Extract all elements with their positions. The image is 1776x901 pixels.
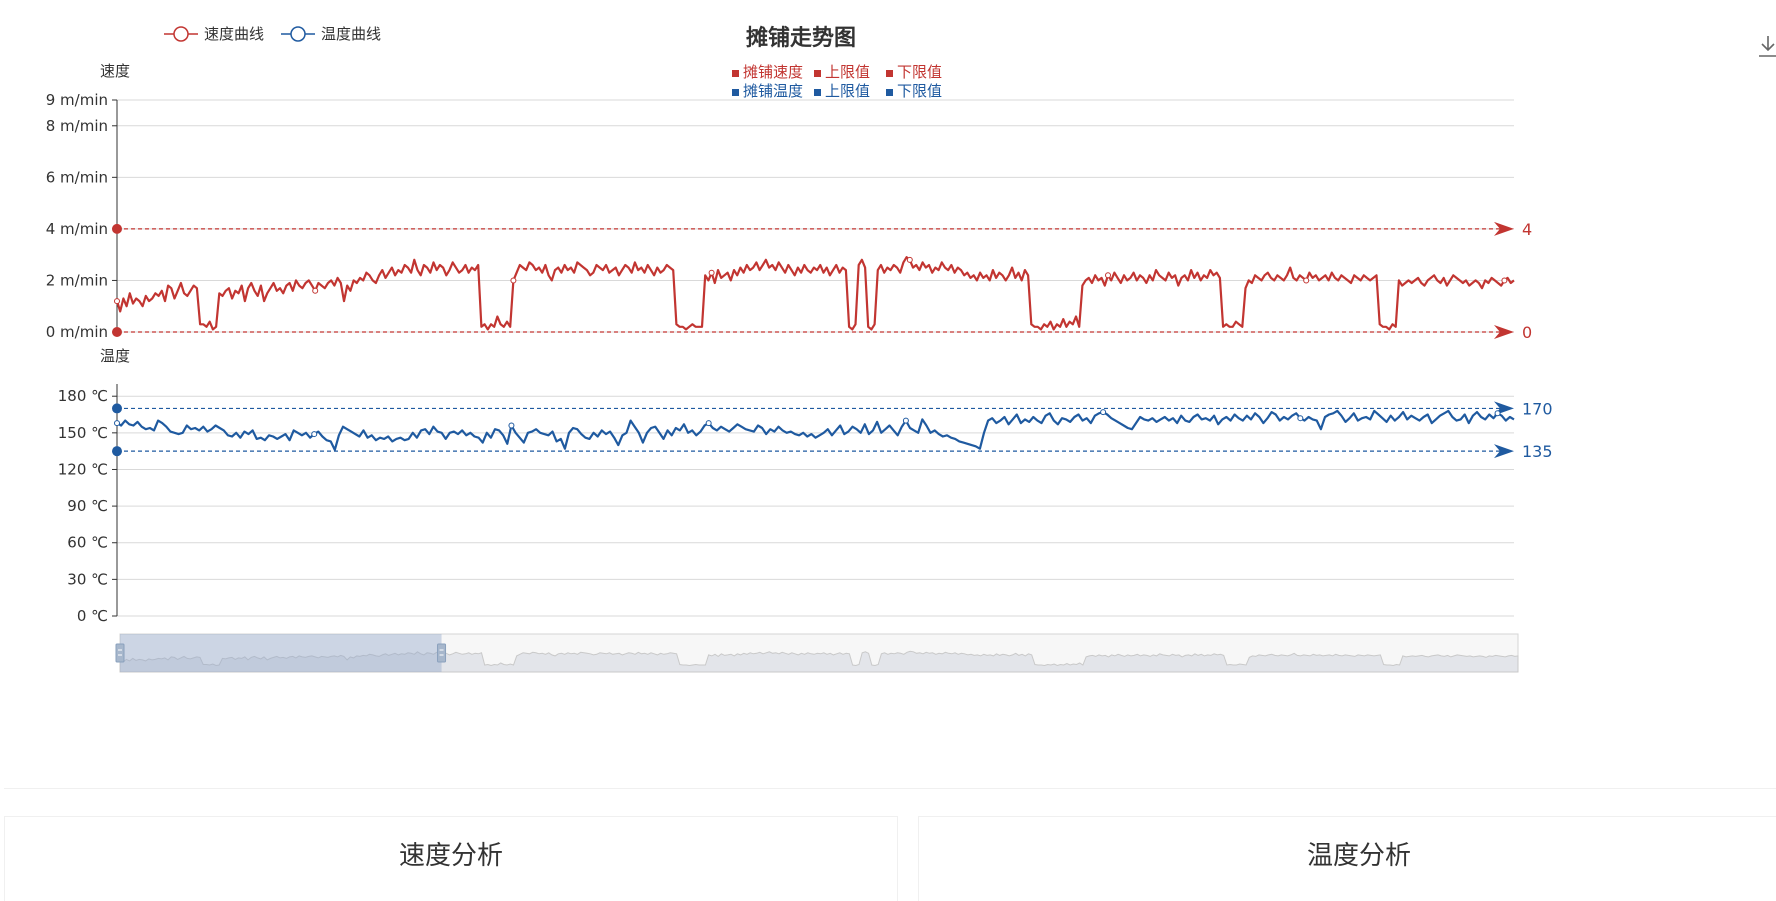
temperature-tick-label-5: 150 ℃: [58, 424, 108, 442]
speed-lower-limit-start-marker: [112, 327, 122, 337]
download-icon: [1759, 36, 1776, 57]
speed-series-point-310: [1105, 272, 1112, 279]
speed-axis-title: 速度: [100, 62, 130, 80]
limit-legend-label-speed-0: 摊铺速度: [743, 63, 803, 81]
temperature-tick-label-2: 60 ℃: [67, 534, 108, 552]
limit-legend-label-temp-1: 上限值: [825, 82, 870, 100]
speed-series-point-0: [114, 298, 120, 305]
limit-legend-marker-temp-1: [814, 89, 821, 96]
temperature-tick-label-0: 0 ℃: [77, 607, 108, 625]
limit-legend-label-temp-2: 下限值: [897, 82, 942, 100]
limit-legend-marker-temp-2: [886, 89, 893, 96]
temperature-series-point-0: [114, 420, 120, 427]
datazoom-preview: [119, 650, 1519, 673]
datazoom-handle-0[interactable]: [115, 643, 125, 663]
legend-marker-1: [290, 26, 306, 42]
speed-series-point-434: [1501, 277, 1508, 284]
temperature-series-line: [116, 409, 1515, 451]
temperature-series-point-96: [508, 422, 515, 429]
speed-series-point-124: [510, 277, 517, 284]
temperature-tick-label-3: 90 ℃: [67, 497, 108, 515]
speed-lower-limit-label: 0: [1522, 323, 1532, 342]
temperature-axis-title: 温度: [100, 347, 130, 365]
speed-upper-limit-label: 4: [1522, 220, 1532, 239]
speed-tick-label-5: 9 m/min: [46, 91, 108, 109]
temperature-lower-limit-label: 135: [1522, 442, 1553, 461]
limit-legend-label-speed-1: 上限值: [825, 63, 870, 81]
speed-tick-label-2: 4 m/min: [46, 220, 108, 238]
limit-legend-marker-speed-1: [814, 70, 821, 77]
speed-series-point-372: [1303, 277, 1310, 284]
datazoom-selection: [120, 634, 442, 672]
temperature-upper-limit-label: 170: [1522, 399, 1553, 418]
speed-tick-label-0: 0 m/min: [46, 323, 108, 341]
speed-tick-label-4: 8 m/min: [46, 117, 108, 135]
speed-upper-limit-start-marker: [112, 223, 122, 234]
speed-analysis-title: 速度分析: [398, 841, 503, 871]
temperature-lower-limit-arrow: [1494, 444, 1514, 459]
temperature-upper-limit-start-marker: [112, 403, 122, 414]
speed-series-line: [115, 256, 1515, 331]
speed-tick-label-1: 2 m/min: [46, 271, 108, 289]
temperature-tick-label-1: 30 ℃: [67, 570, 108, 588]
speed-lower-limit-arrow: [1494, 325, 1514, 339]
datazoom-handle-1[interactable]: [437, 643, 447, 663]
temperature-analysis-title: 温度分析: [1306, 841, 1411, 871]
speed-analysis-panel: 速度分析: [4, 816, 898, 901]
temperature-series-point-336: [1494, 410, 1501, 417]
limit-legend-marker-speed-0: [732, 70, 739, 77]
temperature-analysis-panel: 温度分析: [918, 816, 1776, 901]
temperature-tick-label-6: 180 ℃: [58, 387, 108, 405]
download-button[interactable]: [1756, 32, 1776, 62]
speed-series-point-186: [708, 269, 715, 276]
temperature-series-point-48: [311, 431, 318, 438]
limit-legend-label-temp-0: 摊铺温度: [743, 82, 803, 100]
limit-legend-marker-speed-2: [886, 70, 893, 77]
limit-legend-label-speed-2: 下限值: [897, 63, 942, 81]
trend-chart-card: 摊铺走势图 速度曲线 温度曲线 摊铺速度 上限值 下限值 摊铺温度 上限值 下限值 速度 温度 0 m…: [4, 0, 1776, 789]
speed-series-point-248: [906, 256, 913, 263]
speed-upper-limit-arrow: [1494, 221, 1514, 236]
chart-title: 摊铺走势图: [746, 25, 856, 51]
speed-tick-label-3: 6 m/min: [46, 168, 108, 186]
temperature-series-point-240: [1100, 409, 1107, 416]
limit-legend-marker-temp-0: [732, 89, 739, 96]
temperature-series-point-192: [902, 417, 909, 424]
temperature-series-point-288: [1297, 415, 1304, 422]
temperature-lower-limit-start-marker: [112, 446, 122, 457]
speed-series-point-62: [312, 287, 319, 294]
legend-label-1: 温度曲线: [321, 25, 381, 43]
temperature-tick-label-4: 120 ℃: [58, 460, 108, 478]
temperature-series-point-144: [705, 420, 712, 427]
legend-marker-0: [173, 26, 189, 42]
legend-label-0: 速度曲线: [204, 25, 264, 43]
